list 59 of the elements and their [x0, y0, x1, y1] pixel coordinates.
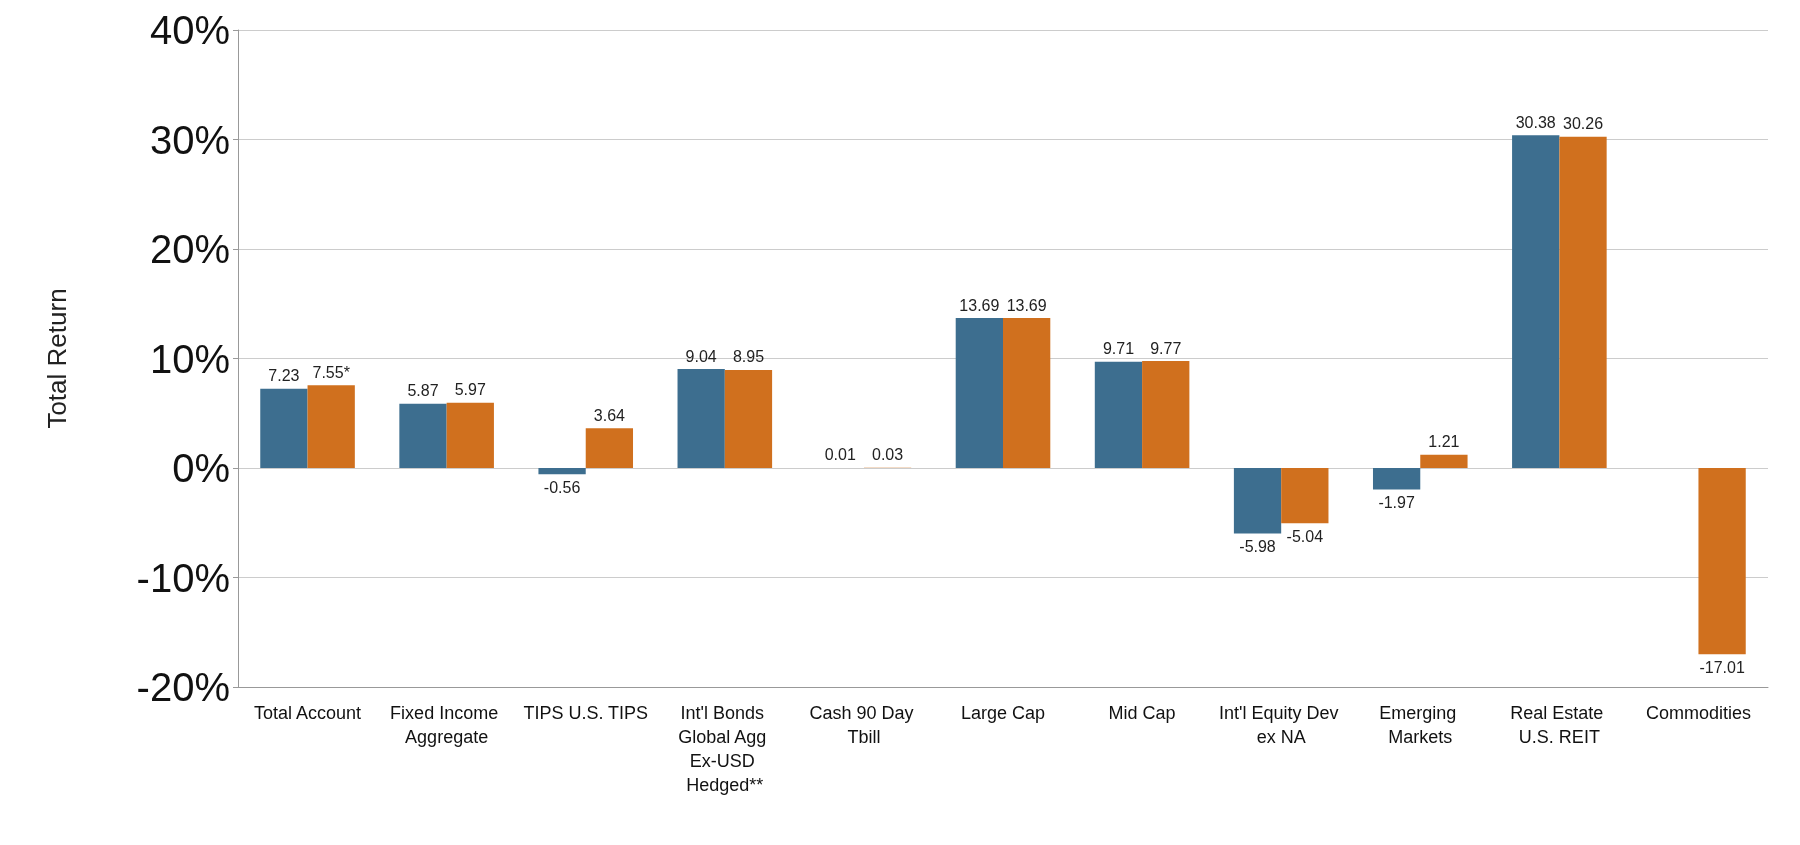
data-label: 3.64: [593, 406, 626, 424]
bar: [260, 388, 308, 468]
data-label: 30.38: [1515, 113, 1556, 131]
bar: [677, 369, 725, 468]
bar: [538, 468, 586, 475]
x-tick-label: Int'l Bonds Global Agg Ex-USD Hedged**: [678, 703, 772, 795]
data-label: 5.87: [407, 382, 439, 400]
bar: [1142, 361, 1190, 468]
data-label: 9.71: [1102, 340, 1135, 358]
y-tick-label: -10%: [136, 555, 230, 600]
x-tick-label: Fixed Income Aggregate: [390, 703, 504, 747]
data-label: 5.97: [454, 381, 486, 399]
bar: [307, 385, 355, 468]
y-tick-label: 0%: [172, 446, 230, 490]
data-label: 8.95: [732, 348, 765, 366]
y-tick-label: 20%: [149, 227, 230, 271]
bar: [955, 318, 1003, 468]
bar: [1372, 468, 1421, 490]
x-tick-label: Cash 90 Day Tbill: [809, 703, 919, 747]
data-label: -0.56: [543, 478, 581, 496]
y-tick-label: -20%: [136, 665, 230, 709]
data-label: 13.69: [1006, 296, 1047, 314]
data-label: 1.21: [1428, 433, 1460, 451]
bar: [1003, 318, 1051, 468]
bar: [1094, 361, 1143, 468]
x-tick-label: Emerging Markets: [1379, 703, 1462, 747]
bar: [1512, 135, 1560, 468]
x-tick-label: Real Estate U.S. REIT: [1510, 703, 1609, 747]
data-label: 7.55*: [312, 363, 350, 381]
x-tick-label: TIPS U.S. TIPS: [523, 703, 649, 723]
x-tick-label: Mid Cap: [1108, 703, 1176, 723]
data-label: 7.23: [268, 367, 300, 385]
bar: [446, 402, 494, 468]
data-label: -1.97: [1378, 494, 1415, 512]
y-tick-label: 30%: [149, 117, 230, 162]
y-axis-title: Total Return: [42, 288, 72, 429]
bar: [724, 370, 773, 468]
bar: [399, 403, 447, 468]
x-tick-label: Int'l Equity Dev ex NA: [1218, 703, 1344, 747]
bar: [585, 428, 634, 468]
data-label: -5.04: [1286, 527, 1324, 545]
x-tick-label: Total Account: [254, 703, 362, 723]
bar: [1420, 454, 1468, 468]
data-label: 9.04: [685, 347, 717, 365]
data-label: 30.26: [1562, 115, 1604, 133]
bar: [1281, 468, 1329, 524]
data-label: 0.03: [871, 446, 904, 464]
data-label: -5.98: [1239, 537, 1276, 555]
data-label: 9.77: [1150, 339, 1182, 357]
data-label: -17.01: [1699, 658, 1745, 676]
data-label: 0.01: [824, 446, 856, 464]
bar: [1698, 468, 1746, 655]
bar: [1559, 136, 1607, 468]
x-tick-label: Large Cap: [960, 703, 1046, 723]
x-tick-label: Commodities: [1645, 703, 1751, 723]
data-label: 13.69: [959, 296, 1000, 314]
bar: [1233, 468, 1282, 534]
y-tick-label: 40%: [149, 8, 230, 52]
y-tick-label: 10%: [149, 336, 230, 381]
